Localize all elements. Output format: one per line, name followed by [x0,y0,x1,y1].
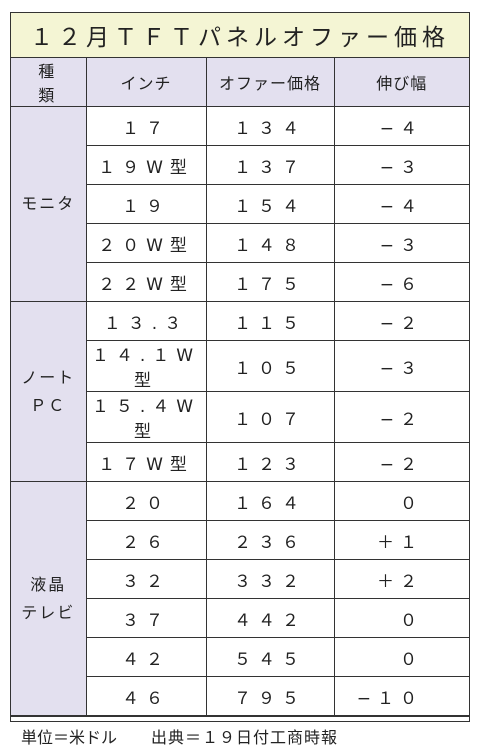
category-cell: モニタ [11,106,87,302]
table-row: ２２W型 １７５ −６ [11,262,469,302]
change-cell: −４ [333,184,469,224]
change-cell: −３ [333,145,469,185]
change-cell: −３ [333,223,469,263]
table-title: １２月ＴＦＴパネルオファー価格 [11,13,469,58]
category-cell: ノート ＰＣ [11,301,87,482]
price-cell: １３４ [205,106,335,146]
inch-cell: １７ [85,106,207,146]
price-cell: １７５ [205,262,335,302]
table-row: ３７ ４４２ ０ [11,598,469,638]
unit-note: 単位＝米ドル [21,728,118,747]
change-cell: ０ [333,598,469,638]
price-cell: ４４２ [205,598,335,638]
inch-cell: ２０W型 [86,223,207,263]
inch-cell: ２２W型 [86,262,207,302]
inch-cell: ３７ [86,598,207,638]
price-cell: ２３６ [205,520,335,560]
category-label: テレビ [21,602,76,622]
table-row: １５.４W型 １０７ −２ [11,391,469,443]
inch-cell: ４２ [86,637,207,677]
change-cell: ０ [333,481,469,521]
table-row: モニタ １７ １３４ −４ [11,106,469,302]
price-cell: １２３ [205,442,335,482]
price-cell: １０７ [205,391,335,443]
price-cell: １４８ [205,223,335,263]
category-label: ノート [21,367,76,387]
inch-cell: １９W型 [86,145,207,185]
table-row: １９ １５４ −４ [11,184,469,224]
price-cell: ７９５ [205,676,335,716]
price-cell: １５４ [205,184,335,224]
category-label: モニタ [21,194,76,213]
category-label: 液晶 [30,574,67,594]
price-cell: １３７ [205,145,335,185]
change-cell: ０ [333,637,469,677]
change-cell: −６ [333,262,469,302]
inch-cell: ２６ [86,520,207,560]
table-row: ４６ ７９５ −１０ [11,676,469,716]
change-cell: −２ [333,391,469,443]
price-cell: １０５ [205,340,335,392]
inch-cell: ４６ [86,676,207,716]
header-price: オファー価格 [205,58,335,107]
table-row: ノート ＰＣ １３.３ １１５ −２ [11,301,469,482]
table-footer: 単位＝米ドル 出典＝１９日付工商時報 [11,716,469,755]
table-row: 液晶 テレビ ２０ １６４ ０ [11,481,469,716]
inch-cell: １５.４W型 [86,391,207,443]
inch-cell: １９ [86,184,207,224]
inch-cell: １４.１W型 [86,340,207,392]
table-row: １９W型 １３７ −３ [11,145,469,185]
offer-price-table: 種類 インチ オファー価格 伸び幅 モニタ １７ １３４ −４ １９W型 １３７ −３ １９ １… [11,58,469,716]
price-cell: ３３２ [205,559,335,599]
price-cell: １１５ [205,301,335,341]
header-kind: 種類 [11,58,87,107]
price-table-panel: １２月ＴＦＴパネルオファー価格 種類 インチ オファー価格 伸び幅 モニタ １７ １… [10,12,470,747]
source-note: 出典＝１９日付工商時報 [151,728,339,747]
header-inch: インチ [85,58,207,107]
price-cell: ５４５ [205,637,335,677]
category-cell: 液晶 テレビ [11,481,87,716]
price-cell: １６４ [205,481,335,521]
change-cell: −２ [333,442,469,482]
change-cell: −１０ [333,676,469,716]
change-cell: ＋２ [333,559,469,599]
change-cell: −３ [333,340,469,392]
header-row: 種類 インチ オファー価格 伸び幅 [11,58,469,107]
inch-cell: ２０ [85,481,207,521]
inch-cell: １７W型 [86,442,207,482]
inch-cell: １３.３ [85,301,207,341]
change-cell: −２ [333,301,469,341]
table-row: ２６ ２３６ ＋１ [11,520,469,560]
category-label: ＰＣ [30,395,67,415]
change-cell: ＋１ [333,520,469,560]
header-change: 伸び幅 [333,58,469,107]
inch-cell: ３２ [86,559,207,599]
change-cell: −４ [333,106,469,146]
